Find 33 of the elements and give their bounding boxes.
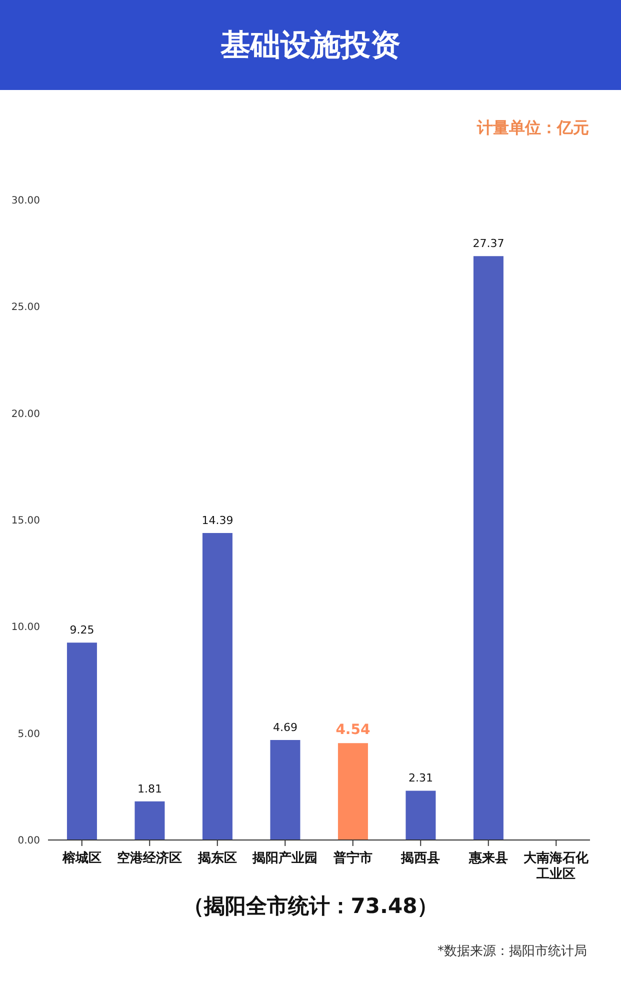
bar: [134, 801, 165, 840]
data-label: 14.39: [202, 514, 234, 528]
x-tick-label: 惠来县: [468, 850, 508, 866]
x-tick-label: 大南海石化工业区: [524, 851, 590, 882]
bar: [338, 743, 368, 840]
x-tick-label: 普宁市: [332, 850, 372, 866]
y-tick-label: 15.00: [11, 516, 40, 527]
x-tick-label: 揭西县: [400, 851, 440, 866]
x-tick-label: 空港经济区: [117, 850, 182, 866]
y-tick-label: 20.00: [11, 408, 40, 420]
y-tick-label: 25.00: [11, 302, 40, 314]
chart-title: 基础设施投资: [0, 0, 621, 90]
y-tick-label: 0.00: [18, 836, 40, 847]
x-tick-label: 榕城区: [61, 850, 102, 866]
bar: [406, 790, 436, 840]
y-tick-label: 10.00: [11, 622, 40, 634]
y-tick-label: 5.00: [18, 728, 40, 740]
data-label: 1.81: [137, 782, 162, 796]
text: （揭阳全市统计：73.48）: [182, 893, 440, 920]
data-label: 9.25: [70, 624, 94, 637]
bar: [270, 740, 300, 840]
bar: [202, 533, 232, 840]
data-label: 27.37: [472, 237, 504, 250]
bar: [66, 642, 97, 840]
data-label: 2.31: [408, 772, 433, 785]
y-tick-label: 30.00: [11, 196, 40, 207]
text: *数据来源：揭阳市统计局: [438, 943, 587, 960]
chart-subtitle: 计量单位：亿元: [477, 118, 589, 139]
x-tick-label: 揭东区: [196, 850, 237, 866]
data-label: 4.69: [272, 720, 298, 734]
data-label: 4.54: [336, 722, 370, 738]
x-tick-label: 揭阳产业园: [252, 850, 318, 866]
bar: [473, 256, 504, 840]
